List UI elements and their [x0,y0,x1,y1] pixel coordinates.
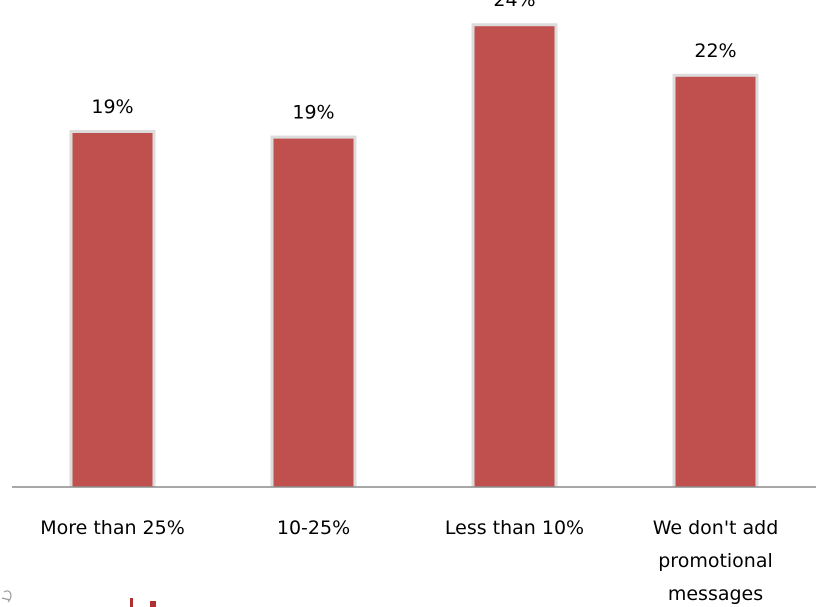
data-label-2: 24% [493,0,535,11]
category-label-2: Less than 10% [445,517,584,539]
bar-3 [675,76,756,488]
bars-group [69,23,759,488]
category-label-1: 10-25% [277,517,350,539]
category-label-0: More than 25% [40,517,185,539]
bar-1 [273,138,354,487]
labels-group: 19% More than 25% 19% 10-25% 24% Less than 10… [40,0,778,605]
category-label-3: We don't add promotional messages [653,517,779,605]
data-label-1: 19% [292,102,334,124]
data-label-0: 19% [91,96,133,118]
data-label-3: 22% [694,40,736,62]
bar-0 [72,132,153,487]
bar-2 [474,26,555,487]
logo-icon [1,590,156,607]
